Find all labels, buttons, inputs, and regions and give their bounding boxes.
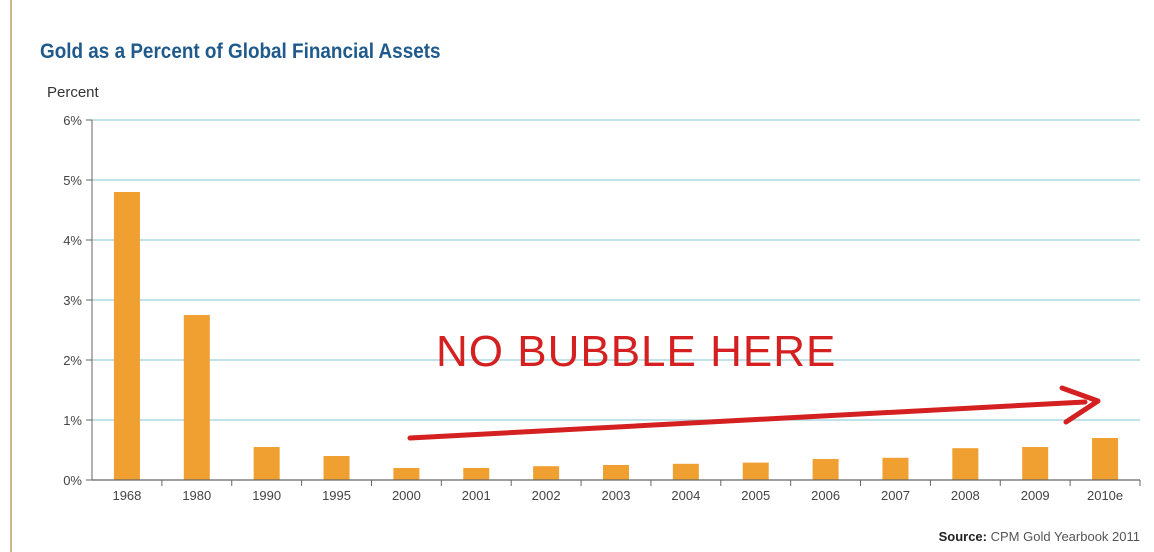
y-tick-label: 5% <box>63 173 82 188</box>
bar-2009 <box>1022 447 1049 480</box>
x-tick-label: 2005 <box>741 488 770 503</box>
x-tick-label: 2002 <box>532 488 561 503</box>
chart-title: Gold as a Percent of Global Financial As… <box>40 40 441 63</box>
x-tick-label: 2010e <box>1087 488 1123 503</box>
annotation-arrow-head <box>1059 385 1101 425</box>
bar-layer <box>113 192 1119 480</box>
x-tick-label: 2000 <box>392 488 421 503</box>
bar-2007 <box>882 457 909 480</box>
grid-layer <box>92 119 1140 421</box>
x-tick-label: 1990 <box>252 488 281 503</box>
bar-2001 <box>463 468 490 480</box>
bar-2008 <box>952 448 979 480</box>
annotation-layer: NO BUBBLE HERE <box>407 327 1101 441</box>
y-tick-label: 2% <box>63 353 82 368</box>
y-tick-label: 0% <box>63 473 82 488</box>
source-label: Source: <box>938 529 987 544</box>
x-tick-label: 1980 <box>182 488 211 503</box>
y-tick-label: 3% <box>63 293 82 308</box>
bar-1980 <box>183 315 210 480</box>
bar-2000 <box>393 468 420 480</box>
x-tick-label: 2006 <box>811 488 840 503</box>
y-tick-label: 6% <box>63 113 82 128</box>
x-tick-label: 1995 <box>322 488 351 503</box>
bar-1990 <box>253 447 280 480</box>
x-tick-label: 2007 <box>881 488 910 503</box>
bar-2005 <box>742 462 769 480</box>
x-tick-label: 2009 <box>1021 488 1050 503</box>
bar-1995 <box>323 456 350 480</box>
x-tick-label: 2003 <box>602 488 631 503</box>
bar-2003 <box>603 465 629 480</box>
axis-layer: 0% 1% 2% 3% 4% 5% 6% 1968 1980 1990 1995 2000 2001 20… <box>63 113 1141 503</box>
source-text: CPM Gold Yearbook 2011 <box>990 529 1140 544</box>
x-tick-label: 2004 <box>671 488 700 503</box>
left-border-rule <box>10 0 12 552</box>
bar-2006 <box>812 459 839 480</box>
bar-1968 <box>113 192 140 480</box>
bar-2002 <box>533 466 560 480</box>
y-axis-label: Percent <box>47 84 99 101</box>
x-tick-label: 2008 <box>951 488 980 503</box>
annotation-arrow-shaft <box>407 399 1088 441</box>
x-tick-label: 2001 <box>462 488 491 503</box>
x-tick-label: 1968 <box>112 488 141 503</box>
bar-2010e <box>1092 438 1119 480</box>
source-note: Source: CPM Gold Yearbook 2011 <box>939 529 1140 544</box>
bar-2004 <box>672 463 699 480</box>
annotation-text: NO BUBBLE HERE <box>436 327 836 376</box>
y-tick-label: 4% <box>63 233 82 248</box>
y-tick-label: 1% <box>63 413 82 428</box>
